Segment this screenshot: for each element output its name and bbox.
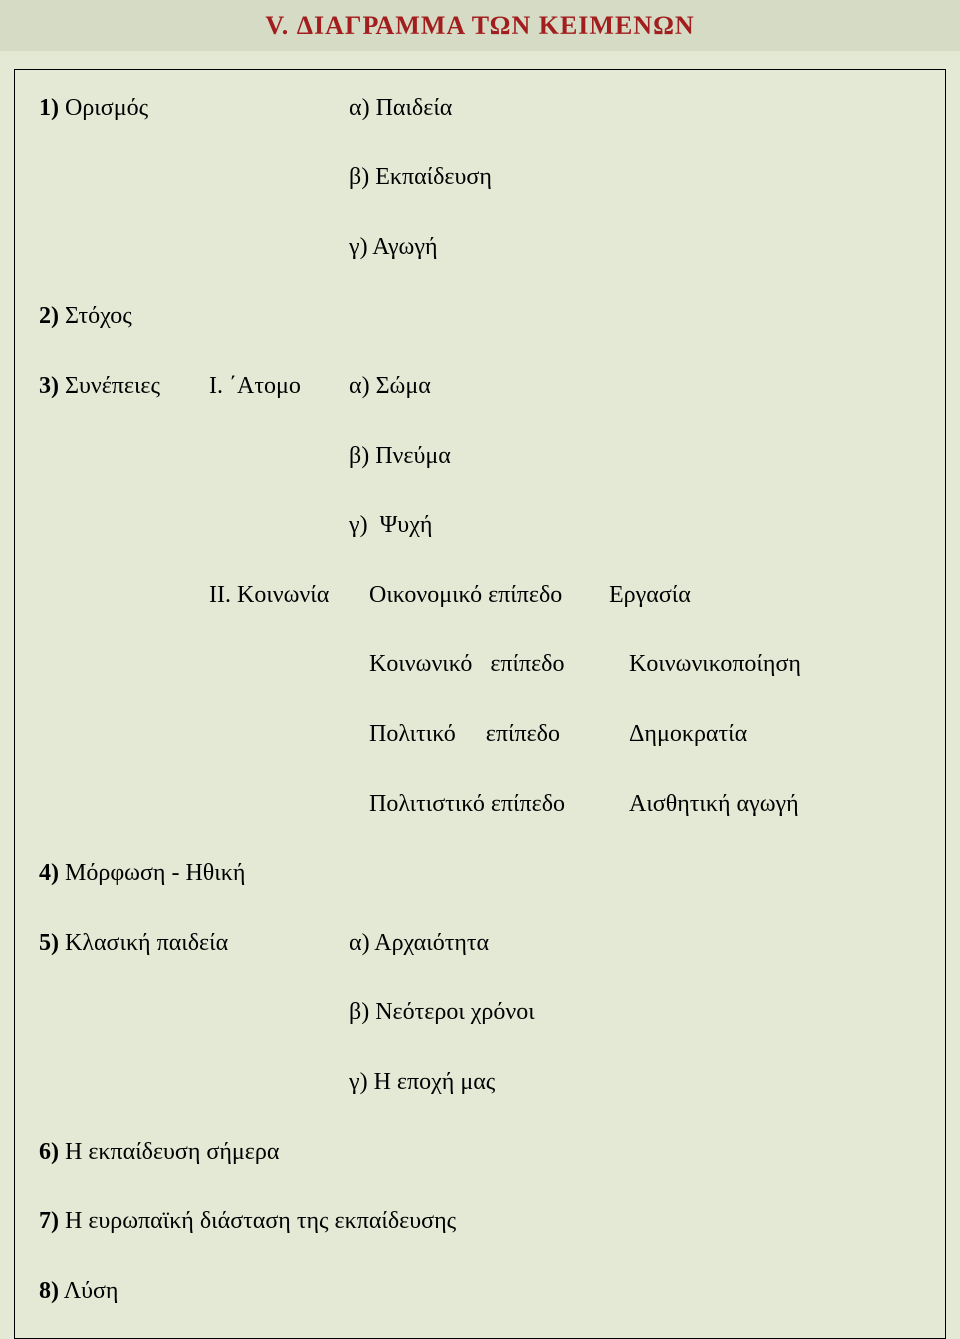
item-3-ii-l1-left: Οικονομικό επίπεδο xyxy=(369,579,609,613)
item-6-label: Η εκπαίδευση σήμερα xyxy=(65,1139,279,1165)
item-2: 2) Στόχος xyxy=(39,300,921,334)
item-5-c: γ) Η εποχή μας xyxy=(349,1066,921,1100)
item-7: 7) Η ευρωπαϊκή διάσταση της εκπαίδευσης xyxy=(39,1205,921,1239)
item-3-ii-l1-right: Εργασία xyxy=(609,579,921,613)
header-band: V. ΔΙΑΓΡΑΜΜΑ ΤΩΝ ΚΕΙΜΕΝΩΝ xyxy=(0,0,960,51)
item-3-i-c: γ) Ψυχή xyxy=(349,509,921,543)
item-3-roman-i: Ι. ΄Ατομο xyxy=(209,370,349,404)
item-3-i-b: β) Πνεύμα xyxy=(349,440,921,474)
item-1-a: α) Παιδεία xyxy=(349,92,589,126)
item-3-ii-l4-left: Πολιτιστικό επίπεδο xyxy=(369,788,629,822)
item-3-ii-l2-right: Κοινωνικοποίηση xyxy=(629,648,921,682)
item-5-a: α) Αρχαιότητα xyxy=(349,927,489,961)
item-4-label: Μόρφωση - Ηθική xyxy=(65,860,245,886)
item-3-label: Συνέπειες xyxy=(65,373,160,399)
item-3-i-a: α) Σώμα xyxy=(349,370,589,404)
item-3-ii-l3-left: Πολιτικό επίπεδο xyxy=(369,718,629,752)
item-3-ii-l3: Πολιτικό επίπεδο Δημοκρατία xyxy=(369,718,921,752)
page-title: V. ΔΙΑΓΡΑΜΜΑ ΤΩΝ ΚΕΙΜΕΝΩΝ xyxy=(265,11,694,40)
item-1: 1) Ορισμός α) Παιδεία xyxy=(39,92,921,126)
item-5-label: Κλασική παιδεία xyxy=(65,930,228,956)
item-7-label: Η ευρωπαϊκή διάσταση της εκπαίδευσης xyxy=(65,1208,456,1234)
item-5-b: β) Νεότεροι χρόνοι xyxy=(349,996,921,1030)
item-1-number: 1) xyxy=(39,95,59,121)
item-8-number: 8) xyxy=(39,1278,59,1304)
item-3-ii-l4-right: Αισθητική αγωγή xyxy=(629,788,921,822)
item-4: 4) Μόρφωση - Ηθική xyxy=(39,857,921,891)
item-8-label: Λύση xyxy=(64,1278,119,1304)
item-3-roman-ii-label: ΙΙ. Κοινωνία xyxy=(209,579,369,613)
item-3: 3) Συνέπειες Ι. ΄Ατομο α) Σώμα xyxy=(39,370,921,404)
item-3-roman-ii: ΙΙ. Κοινωνία Οικονομικό επίπεδο Εργασία xyxy=(39,579,921,613)
item-4-number: 4) xyxy=(39,860,59,886)
item-8: 8) Λύση xyxy=(39,1275,921,1309)
item-6-number: 6) xyxy=(39,1139,59,1165)
item-3-ii-l2-left: Κοινωνικό επίπεδο xyxy=(369,648,629,682)
item-5: 5) Κλασική παιδεία α) Αρχαιότητα xyxy=(39,927,921,961)
item-6: 6) Η εκπαίδευση σήμερα xyxy=(39,1136,921,1170)
item-5-number: 5) xyxy=(39,930,59,956)
item-1-c: γ) Αγωγή xyxy=(349,231,921,265)
item-2-number: 2) xyxy=(39,303,59,329)
item-3-ii-l2: Κοινωνικό επίπεδο Κοινωνικοποίηση xyxy=(369,648,921,682)
item-3-ii-l3-right: Δημοκρατία xyxy=(629,718,921,752)
item-1-b: β) Εκπαίδευση xyxy=(349,161,921,195)
item-3-number: 3) xyxy=(39,373,59,399)
outline-box: 1) Ορισμός α) Παιδεία β) Εκπαίδευση γ) Α… xyxy=(14,69,946,1339)
item-3-ii-l4: Πολιτιστικό επίπεδο Αισθητική αγωγή xyxy=(369,788,921,822)
item-1-label: Ορισμός xyxy=(65,95,148,121)
item-7-number: 7) xyxy=(39,1208,59,1234)
item-2-label: Στόχος xyxy=(65,303,132,329)
